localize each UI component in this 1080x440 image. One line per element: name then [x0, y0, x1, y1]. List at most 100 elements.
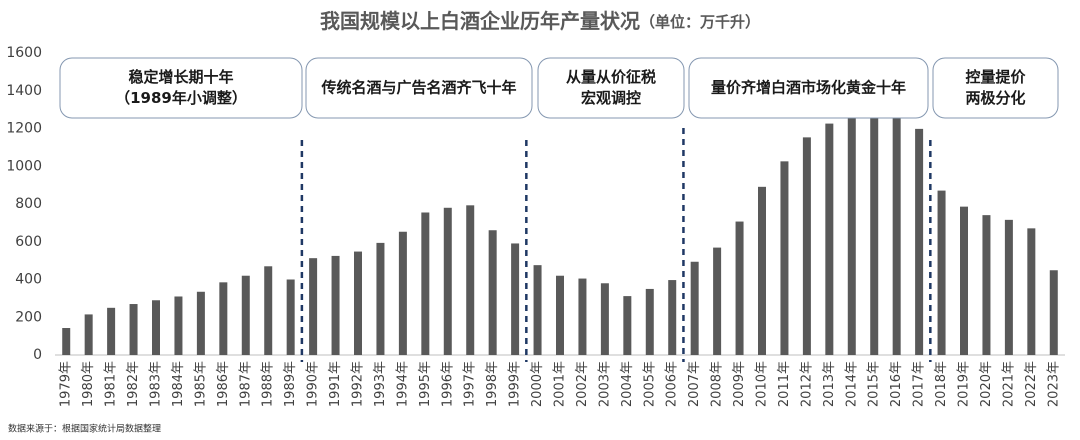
y-tick-label: 200 — [15, 309, 42, 325]
x-tick-label: 1979年 — [59, 361, 74, 407]
annotation-text: 两极分化 — [965, 89, 1025, 107]
bar — [264, 266, 273, 355]
x-tick-label: 2011年 — [777, 361, 792, 407]
x-tick-label: 2014年 — [844, 361, 859, 407]
x-tick-label: 2017年 — [912, 361, 927, 407]
x-tick-label: 2006年 — [665, 361, 680, 407]
bar — [219, 282, 228, 355]
x-tick-label: 2007年 — [687, 361, 702, 407]
bar — [668, 280, 677, 355]
bar — [488, 230, 497, 355]
bar — [847, 117, 856, 356]
y-tick-label: 1000 — [6, 158, 42, 174]
bar — [331, 255, 340, 355]
annotation-text: 量价齐增白酒市场化黄金十年 — [711, 79, 906, 97]
bar — [129, 304, 138, 355]
bar — [1027, 228, 1036, 355]
bar — [107, 307, 116, 355]
bar — [825, 123, 834, 355]
y-tick-label: 0 — [33, 347, 42, 363]
annotation-text: 从量从价征税 — [566, 68, 656, 86]
x-tick-label: 1982年 — [126, 361, 141, 407]
bar — [174, 296, 183, 355]
x-tick-label: 1988年 — [261, 361, 276, 407]
bar — [421, 212, 430, 355]
x-tick-label: 2010年 — [755, 361, 770, 407]
x-tick-label: 2018年 — [934, 361, 949, 407]
x-tick-label: 1998年 — [485, 361, 500, 407]
x-tick-label: 2021年 — [1001, 361, 1016, 407]
annotation-box — [537, 57, 685, 119]
x-tick-label: 1985年 — [193, 361, 208, 407]
x-tick-label: 2005年 — [642, 361, 657, 407]
bar — [623, 296, 632, 355]
source: 数据来源于：根据国家统计局数据整理 — [8, 423, 161, 435]
bar — [286, 279, 295, 355]
bar — [556, 275, 564, 355]
x-tick-label: 1984年 — [171, 361, 186, 407]
bar — [398, 231, 407, 355]
bar — [241, 275, 250, 355]
bar — [511, 243, 520, 355]
x-tick-label: 2003年 — [597, 361, 612, 407]
bar — [713, 247, 722, 355]
x-tick-label: 2004年 — [620, 361, 635, 407]
bar — [578, 278, 587, 355]
x-tick-label: 2015年 — [867, 361, 882, 407]
x-tick-label: 2013年 — [822, 361, 837, 407]
annotation-text: 控量提价 — [965, 68, 1026, 86]
x-tick-label: 1994年 — [395, 361, 410, 407]
bar — [690, 261, 699, 355]
x-tick-label: 2022年 — [1024, 361, 1039, 407]
x-tick-label: 1981年 — [104, 361, 119, 407]
y-tick-label: 1600 — [6, 45, 42, 61]
x-tick-label: 1987年 — [238, 361, 253, 407]
x-tick-label: 2008年 — [710, 361, 725, 407]
x-tick-label: 2002年 — [575, 361, 590, 407]
bar — [466, 205, 475, 355]
bar — [1004, 219, 1013, 355]
x-tick-label: 2000年 — [530, 361, 545, 407]
y-tick-label: 1200 — [6, 121, 42, 137]
bar — [892, 98, 901, 356]
bar — [758, 186, 766, 355]
x-tick-label: 2012年 — [799, 361, 814, 407]
x-tick-label: 1989年 — [283, 361, 298, 407]
chart-title: 我国规模以上白酒企业历年产量状况（单位：万千升） — [320, 9, 760, 33]
x-tick-label: 2019年 — [957, 361, 972, 407]
y-tick-label: 1400 — [6, 83, 42, 99]
bar — [152, 300, 160, 355]
x-tick-label: 1986年 — [216, 361, 231, 407]
title-text: 我国规模以上白酒企业历年产量状况 — [320, 9, 640, 33]
bar — [84, 314, 93, 355]
x-tick-label: 1997年 — [463, 361, 478, 407]
x-tick-label: 2023年 — [1046, 361, 1061, 407]
bar — [376, 242, 385, 355]
bar — [1049, 270, 1058, 355]
bar — [309, 258, 318, 355]
bar — [802, 137, 811, 355]
x-tick-label: 1995年 — [418, 361, 433, 407]
x-tick-label: 1992年 — [351, 361, 366, 407]
bar — [915, 128, 924, 355]
x-tick-label: 2001年 — [553, 361, 568, 407]
bar — [645, 288, 654, 355]
x-tick-label: 1980年 — [81, 361, 96, 407]
y-tick-label: 800 — [15, 196, 42, 212]
bar — [196, 291, 205, 355]
annotation-text: 宏观调控 — [581, 89, 641, 107]
x-tick-label: 1983年 — [149, 361, 164, 407]
annotation-text: 传统名酒与广告名酒齐飞十年 — [320, 79, 516, 97]
annotation-text: 稳定增长期十年 — [128, 68, 233, 86]
x-tick-label: 2016年 — [889, 361, 904, 407]
annotation-text: （1989年小调整） — [115, 89, 247, 107]
subtitle-text: （单位：万千升） — [640, 13, 760, 31]
x-tick-label: 2009年 — [732, 361, 747, 407]
bar — [62, 328, 71, 355]
bar — [443, 207, 452, 355]
x-tick-label: 1990年 — [306, 361, 321, 407]
y-tick-label: 400 — [15, 272, 42, 288]
bar — [533, 265, 542, 355]
x-tick-label: 1999年 — [508, 361, 523, 407]
